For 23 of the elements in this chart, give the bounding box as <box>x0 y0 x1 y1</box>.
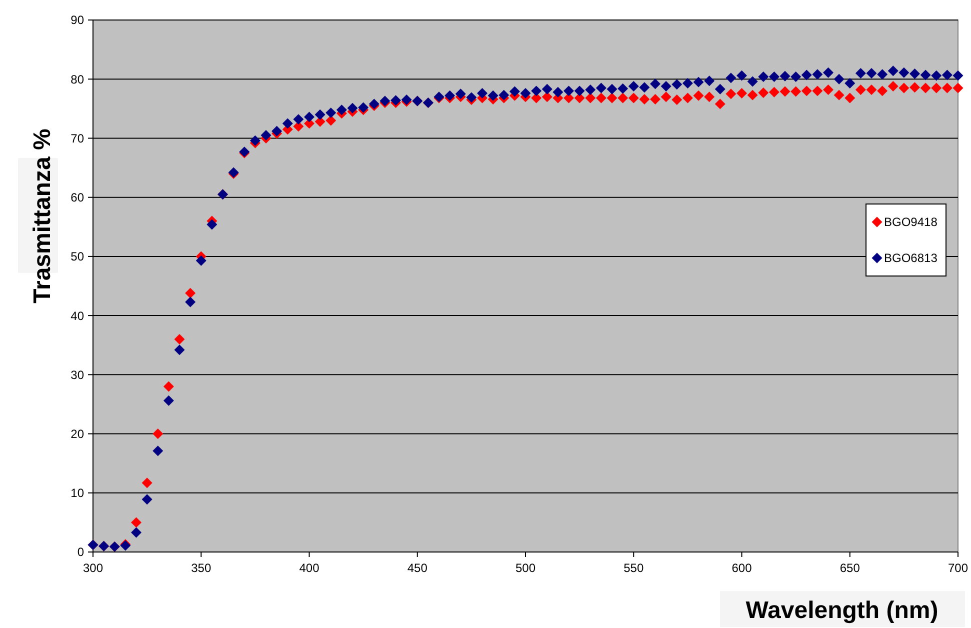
x-tick-label: 500 <box>515 561 536 575</box>
y-tick-label: 80 <box>70 72 84 86</box>
y-tick-label: 40 <box>70 308 84 323</box>
x-tick-label: 400 <box>299 561 320 575</box>
y-tick-label: 30 <box>70 368 84 382</box>
y-tick-label: 70 <box>70 131 84 146</box>
x-tick-label: 600 <box>732 561 752 575</box>
x-tick-label: 550 <box>624 561 644 575</box>
x-tick-label: 350 <box>191 561 212 575</box>
y-tick-label: 90 <box>70 13 84 28</box>
x-tick-label: 700 <box>948 561 968 575</box>
x-tick-label: 650 <box>840 561 860 575</box>
y-tick-label: 20 <box>70 426 84 441</box>
y-tick-label: 0 <box>77 545 84 560</box>
y-tick-label: 10 <box>70 486 84 500</box>
y-axis-title: Trasmittanza % <box>29 128 56 304</box>
legend-label: BGO9418 <box>884 215 938 230</box>
x-axis-title: Wavelength (nm) <box>746 597 938 624</box>
y-tick-label: 50 <box>70 250 84 264</box>
x-tick-label: 450 <box>407 561 428 575</box>
x-tick-label: 300 <box>82 561 104 575</box>
legend-label: BGO6813 <box>884 251 938 266</box>
y-tick-label: 60 <box>70 190 84 205</box>
